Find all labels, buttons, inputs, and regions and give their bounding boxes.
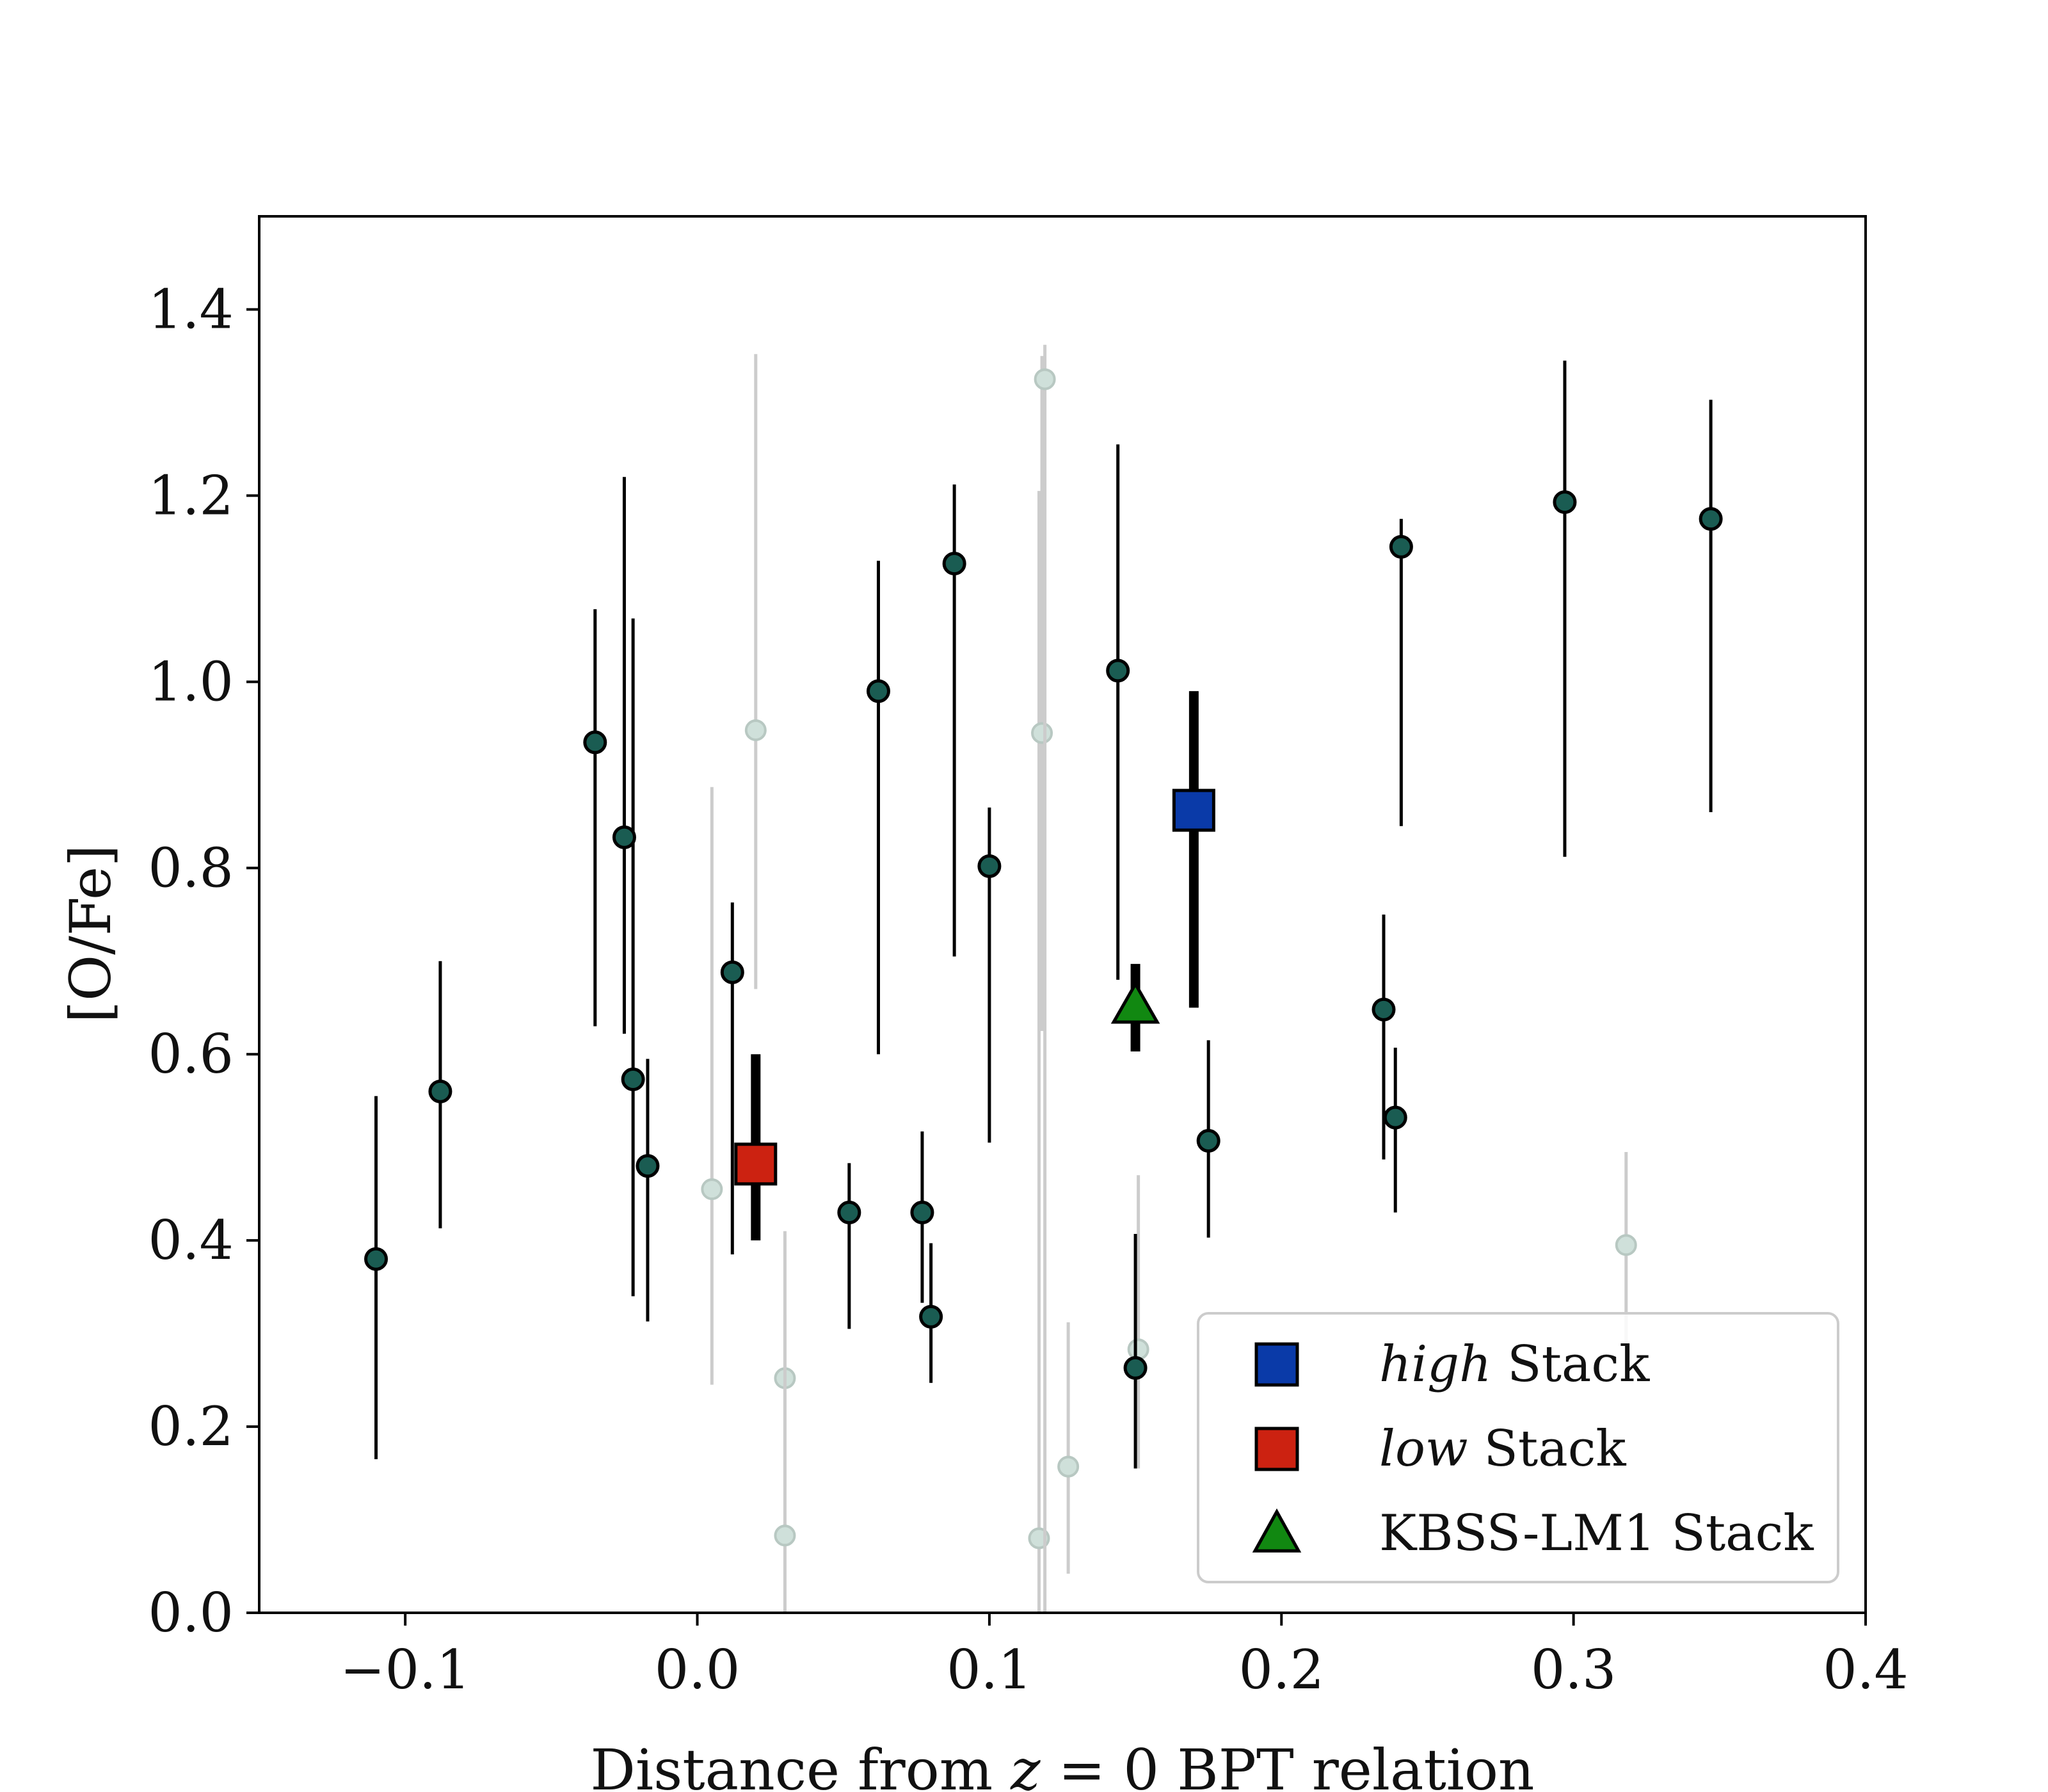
data-point — [866, 679, 890, 703]
legend-low-label-rest: Stack — [1468, 1420, 1627, 1478]
x-axis-label: Distance from z = 0 BPT relation — [590, 1737, 1534, 1792]
y-tick-label: 0.6 — [148, 1023, 234, 1085]
plot-frame — [258, 215, 1867, 1614]
y-tick-label: 1.2 — [148, 464, 234, 527]
data-point — [1372, 997, 1396, 1021]
faded-point — [701, 1178, 723, 1201]
data-point — [428, 1079, 452, 1103]
x-tick-label: 0.4 — [1823, 1638, 1908, 1701]
legend-kbss-label: KBSS-LM1 Stack — [1379, 1505, 1814, 1562]
data-point — [1389, 534, 1413, 559]
kbss-stack-marker — [1110, 980, 1160, 1024]
x-axis-label-part: = 0 BPT relation — [1041, 1737, 1535, 1792]
legend-kbss-marker — [1252, 1508, 1302, 1553]
detection-points-layer — [364, 360, 1723, 1469]
x-tick-label: −0.1 — [340, 1638, 470, 1701]
legend-high-label-rest: Stack — [1491, 1336, 1650, 1393]
data-point — [942, 552, 966, 576]
data-point — [612, 825, 636, 849]
data-point — [1383, 1105, 1407, 1130]
faded-point — [1031, 722, 1053, 744]
y-axis-label: [O/Fe] — [58, 845, 124, 1023]
faded-points-layer — [701, 344, 1637, 1613]
y-tick-label: 1.0 — [148, 650, 234, 713]
x-tick-label: 0.1 — [947, 1638, 1032, 1701]
high-stack-marker — [1172, 788, 1215, 832]
data-point — [583, 730, 607, 755]
data-point — [1699, 507, 1723, 531]
x-tick-label: 0.3 — [1531, 1638, 1617, 1701]
y-tick-label: 0.2 — [148, 1395, 234, 1458]
legend-low-label: low Stack — [1379, 1420, 1626, 1478]
low-stack-marker — [734, 1142, 778, 1186]
x-axis-label-part: z — [1010, 1737, 1041, 1792]
legend-high-label-italic: high — [1379, 1336, 1491, 1393]
x-axis-label-part: Distance from — [590, 1737, 1011, 1792]
legend-high-label: high Stack — [1379, 1336, 1650, 1393]
data-point — [364, 1247, 388, 1271]
x-tick-label: 0.0 — [655, 1638, 740, 1701]
data-point — [1553, 490, 1577, 515]
data-point — [1123, 1356, 1148, 1380]
y-tick-label: 0.0 — [148, 1581, 234, 1644]
faded-point — [1127, 1338, 1149, 1361]
legend-low-label-italic: low — [1379, 1420, 1468, 1478]
data-point — [910, 1200, 934, 1224]
data-point — [919, 1304, 943, 1329]
data-point — [1196, 1128, 1220, 1153]
faded-point — [1057, 1455, 1080, 1478]
faded-point — [1615, 1234, 1637, 1256]
faded-point — [774, 1524, 796, 1547]
faded-point — [744, 719, 767, 741]
data-point — [1106, 659, 1130, 683]
faded-point — [1034, 368, 1056, 390]
y-tick-label: 0.8 — [148, 836, 234, 899]
stack-points-layer — [734, 691, 1215, 1241]
data-point — [837, 1200, 861, 1224]
data-point — [621, 1067, 645, 1091]
legend-box — [1197, 1312, 1839, 1583]
y-tick-label: 1.4 — [148, 278, 234, 340]
legend-low-marker — [1254, 1427, 1299, 1471]
data-point — [720, 960, 744, 984]
data-point — [636, 1154, 660, 1178]
axes-layer: −0.1 0.0 0.1 0.2 0.3 0.4 0.0 0.2 0.4 0.6 0.8 1.0 1.2… — [58, 215, 1908, 1792]
data-point — [977, 854, 1002, 878]
y-tick-label: 0.4 — [148, 1209, 234, 1272]
x-tick-label: 0.2 — [1238, 1638, 1324, 1701]
legend-high-marker — [1254, 1342, 1299, 1387]
